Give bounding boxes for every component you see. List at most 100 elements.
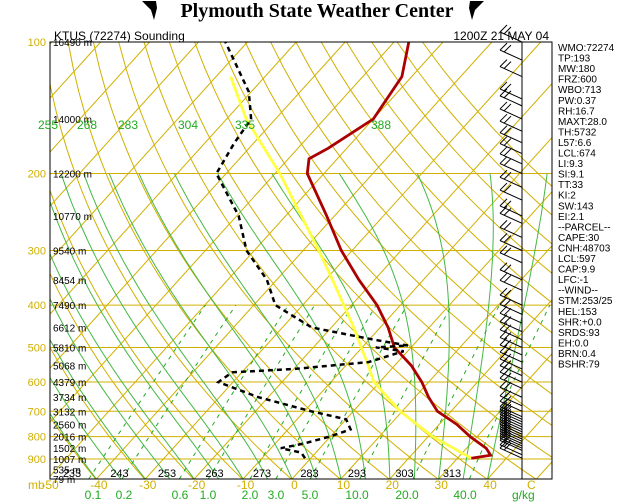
wind-barb — [499, 220, 523, 238]
wind-barb-flag — [503, 332, 512, 340]
temperature-tick-label: 10 — [337, 478, 351, 492]
right-bird-icon — [469, 1, 484, 20]
isotherm-line — [50, 42, 346, 369]
height-tick-label: 1007 m — [53, 455, 86, 466]
dry-adiabat-line — [143, 42, 488, 479]
isotherm-line — [50, 42, 248, 261]
pressure-tick-label: 200 — [28, 169, 46, 181]
index-line: TH:5732 — [558, 127, 597, 138]
height-tick-label: 14000 m — [53, 115, 92, 126]
moist-adiabat-line — [50, 252, 195, 479]
wind-barb-flag — [499, 136, 508, 144]
theta-label: 303 — [395, 468, 413, 480]
wind-barb-flag — [499, 205, 508, 214]
wind-barb-flag — [503, 184, 512, 193]
wind-barb-flag — [503, 339, 512, 348]
wind-barb — [499, 330, 523, 348]
height-tick-label: 8454 m — [53, 276, 86, 287]
wind-barb-flag — [499, 272, 508, 281]
theta-label: 233 — [63, 468, 81, 480]
height-tick-label: 2560 m — [53, 420, 86, 431]
isotherm-line — [50, 42, 395, 423]
wind-barb-flag — [503, 353, 512, 362]
isotherm-line — [438, 353, 552, 479]
index-line: L57:6.6 — [558, 138, 592, 149]
index-line: STM:253/25 — [558, 296, 613, 307]
height-tick-label: 6612 m — [53, 323, 86, 334]
wind-barb-flag — [499, 351, 508, 360]
diagram-grid — [0, 42, 552, 479]
wind-barb — [499, 297, 523, 315]
wind-barb — [499, 205, 523, 224]
wind-barb-flag — [499, 101, 508, 110]
pressure-unit-label: mb — [28, 478, 45, 492]
wind-barb — [499, 146, 523, 165]
height-tick-label: 3734 m — [53, 393, 86, 404]
index-line: LFC:-1 — [558, 275, 589, 286]
wind-barb-staff — [499, 49, 523, 61]
pressure-tick-label: 700 — [28, 406, 46, 418]
index-line: LCL:674 — [558, 149, 596, 160]
height-tick-label: 2016 m — [53, 433, 86, 444]
pressure-tick-label: 100 — [28, 37, 46, 49]
dry-adiabat-line — [168, 42, 537, 479]
temperature-tick-label: -40 — [90, 478, 108, 492]
wind-barb-flag — [503, 360, 512, 368]
height-tick-label: 5810 m — [53, 343, 86, 354]
wind-barb — [499, 113, 523, 132]
wind-barb-flag — [503, 395, 512, 404]
wind-barb-flag — [503, 90, 512, 99]
wind-barb-flag — [499, 245, 508, 254]
index-line: LI:9.3 — [558, 159, 583, 170]
index-line: PW:0.37 — [558, 96, 597, 107]
theta-label: 253 — [158, 468, 176, 480]
index-line: KI:2 — [558, 191, 576, 202]
theta-label: 255 — [38, 118, 58, 132]
dry-adiabat-line — [421, 42, 552, 187]
wind-barb — [499, 88, 523, 107]
isotherm-line — [0, 42, 3, 479]
mixing-ratio-label: 20.0 — [395, 488, 419, 502]
index-line: CAPE:30 — [558, 233, 600, 244]
pressure-tick-label: 900 — [28, 454, 46, 466]
height-tick-label: 4379 m — [53, 378, 86, 389]
height-tick-label: 1502 m — [53, 444, 86, 455]
wind-barb — [499, 156, 523, 175]
moist-adiabat-line — [50, 297, 171, 479]
theta-label: 273 — [253, 468, 271, 480]
wind-barb-staff — [499, 176, 523, 188]
temperature-trace — [305, 42, 493, 460]
wind-barb-flag — [499, 59, 508, 67]
wind-barb-flag — [499, 146, 508, 155]
moist-adiabat-line — [50, 412, 97, 479]
temperature-unit-label: C — [527, 478, 536, 492]
theta-label: 243 — [110, 468, 128, 480]
wind-barb-flag — [503, 235, 512, 243]
mixing-ratio-label: 5.0 — [302, 488, 319, 502]
wind-barb-flag — [499, 337, 508, 346]
theta-label: 388 — [371, 118, 391, 132]
dry-adiabat-line — [50, 188, 243, 479]
theta-label: 293 — [348, 468, 366, 480]
index-line: TP:193 — [558, 54, 591, 65]
wind-barb-flag — [503, 83, 512, 92]
wind-barb-flag — [499, 113, 508, 122]
wind-barb-flag — [499, 344, 508, 353]
mixing-ratio-label: 1.0 — [200, 488, 217, 502]
temperature-tick-label: -10 — [237, 478, 255, 492]
temperature-tick-label: 20 — [386, 478, 400, 492]
mixing-ratio-line — [359, 304, 453, 479]
wind-barb-flag — [503, 247, 512, 256]
index-line: --PARCEL-- — [558, 222, 611, 233]
wind-barb-staff — [499, 240, 523, 251]
mixing-ratio-label: 40.0 — [453, 488, 477, 502]
pressure-tick-label: 500 — [28, 342, 46, 354]
moist-adiabat-line — [108, 173, 293, 479]
dry-adiabat-line — [50, 81, 292, 479]
wind-barb — [499, 81, 523, 100]
index-line: HEL:153 — [558, 307, 597, 318]
station-label: KTUS (72274) Sounding — [54, 29, 185, 43]
left-bird-icon — [142, 1, 157, 20]
isotherm-line — [340, 244, 552, 479]
